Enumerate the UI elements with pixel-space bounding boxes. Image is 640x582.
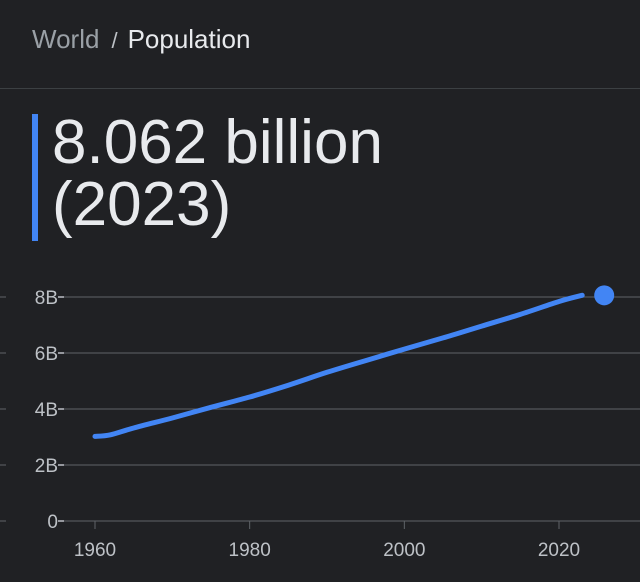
headline-accent-bar bbox=[32, 114, 38, 241]
breadcrumb-separator: / bbox=[111, 28, 118, 53]
population-headline: 8.062 billion (2023) bbox=[52, 112, 383, 236]
y-tick-label: 6B bbox=[35, 344, 58, 365]
population-year: (2023) bbox=[52, 170, 232, 239]
y-tick-label: 2B bbox=[35, 456, 58, 477]
breadcrumb-world-link[interactable]: World bbox=[32, 24, 100, 54]
x-tick-label: 1980 bbox=[229, 540, 271, 561]
population-series-line bbox=[92, 292, 585, 439]
latest-value-marker[interactable] bbox=[594, 285, 615, 306]
population-value: 8.062 billion bbox=[52, 108, 383, 177]
y-tick-label: 0 bbox=[47, 512, 58, 533]
header-divider bbox=[0, 88, 640, 89]
y-tick-label: 8B bbox=[35, 288, 58, 309]
breadcrumb: World / Population bbox=[32, 22, 250, 58]
x-tick-label: 2020 bbox=[538, 540, 580, 561]
x-tick-label: 1960 bbox=[74, 540, 116, 561]
y-tick-label: 4B bbox=[35, 400, 58, 421]
breadcrumb-current: Population bbox=[127, 24, 251, 54]
x-tick-label: 2000 bbox=[383, 540, 425, 561]
